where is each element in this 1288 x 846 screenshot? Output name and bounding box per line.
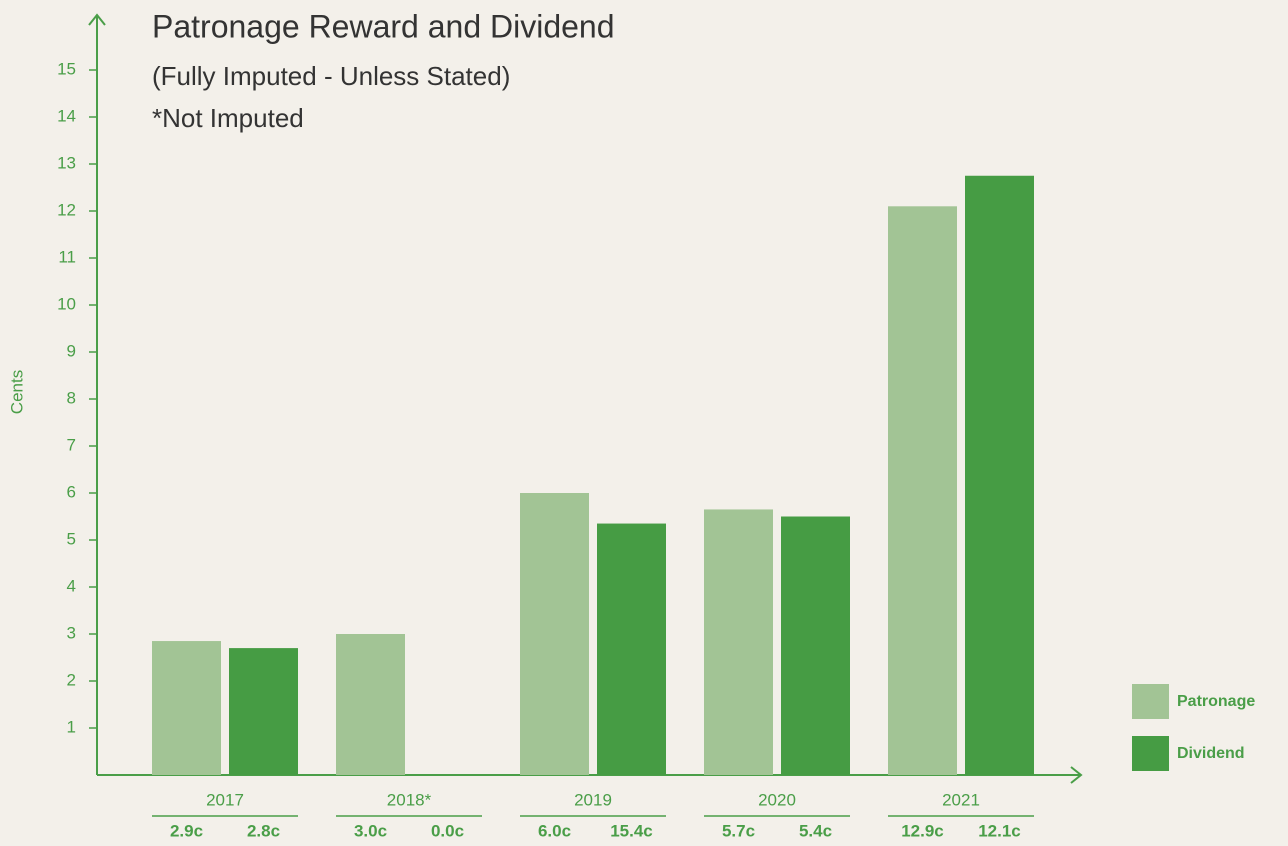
y-tick-label: 5 [67,529,76,548]
legend-swatch [1132,736,1169,771]
y-tick-label: 8 [67,388,76,407]
x-tick-label: 2018* [387,790,432,809]
printed-amount: 12.1c [978,821,1021,840]
bar [152,641,221,775]
x-tick-label: 2019 [574,790,612,809]
printed-amount: 15.4c [610,821,653,840]
bar [229,648,298,775]
legend-label: Dividend [1177,745,1245,762]
y-axis-arrow [88,13,106,26]
y-tick-label: 13 [57,153,76,172]
printed-amount: 2.8c [247,821,280,840]
y-tick-label: 1 [67,717,76,736]
x-axis-arrow [1070,766,1083,784]
bar [781,516,850,775]
y-tick-label: 6 [67,482,76,501]
y-tick-label: 2 [67,670,76,689]
x-tick-label: 2017 [206,790,244,809]
bar [965,175,1034,775]
printed-amount: 6.0c [538,821,571,840]
y-tick-label: 4 [67,576,76,595]
bar [597,523,666,775]
chart-title: Patronage Reward and Dividend [152,8,615,44]
legend-swatch [1132,684,1169,719]
printed-amount: 3.0c [354,821,387,840]
bar [520,493,589,775]
y-tick-label: 12 [57,200,76,219]
chart-subtitle: (Fully Imputed - Unless Stated) [152,61,510,91]
y-axis-label: Cents [7,370,26,414]
y-tick-label: 9 [67,341,76,360]
printed-amount: 0.0c [431,821,464,840]
y-tick-label: 3 [67,623,76,642]
printed-amount: 5.7c [722,821,755,840]
bar [888,206,957,776]
y-tick-label: 14 [57,106,76,125]
y-tick-label: 11 [58,247,76,266]
chart-note: *Not Imputed [152,103,304,133]
y-tick-label: 7 [67,435,76,454]
printed-amount: 5.4c [799,821,832,840]
bar [336,634,405,775]
y-tick-label: 10 [57,294,76,313]
printed-amount: 2.9c [170,821,203,840]
x-tick-label: 2020 [758,790,796,809]
x-tick-label: 2021 [942,790,980,809]
y-tick-label: 15 [57,59,76,78]
printed-amount: 12.9c [901,821,944,840]
legend-label: Patronage [1177,693,1255,710]
bar [704,509,773,775]
